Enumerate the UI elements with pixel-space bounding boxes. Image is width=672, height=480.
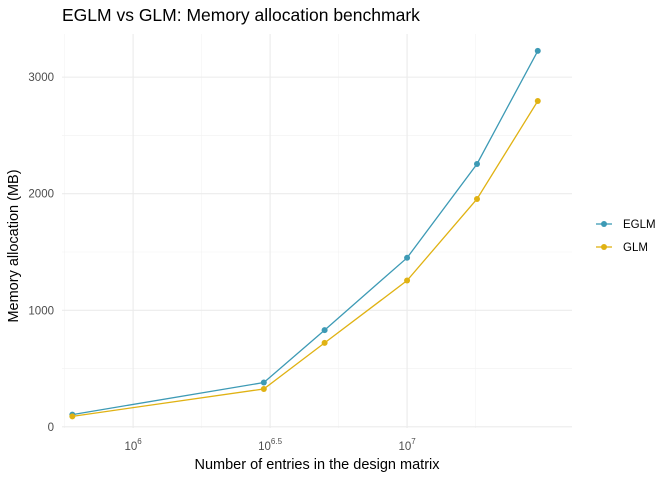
data-point-eglm [534, 47, 541, 54]
series-layer [69, 47, 541, 420]
y-tick-label: 2000 [28, 189, 54, 201]
chart-title: EGLM vs GLM: Memory allocation benchmark [62, 5, 420, 25]
data-point-eglm [321, 327, 328, 334]
series-line-eglm [72, 50, 539, 416]
y-axis: 0 1000 2000 3000 [28, 72, 54, 434]
x-tick-label: 106.5 [258, 437, 282, 453]
y-axis-title: Memory allocation (MB) [6, 169, 22, 322]
data-point-glm [473, 195, 480, 202]
legend-key-point-eglm [601, 221, 607, 227]
data-point-eglm [473, 160, 480, 167]
y-tick-label: 3000 [28, 72, 54, 84]
grid [62, 34, 572, 428]
data-point-glm [404, 277, 411, 284]
legend-key-point-glm [601, 244, 607, 250]
y-tick-label: 1000 [28, 305, 54, 317]
data-point-glm [321, 339, 328, 346]
legend-label-eglm: EGLM [623, 219, 656, 231]
x-axis-title: Number of entries in the design matrix [195, 457, 441, 473]
x-tick-label: 106 [125, 437, 143, 453]
data-point-glm [69, 413, 76, 420]
series-line-glm [72, 100, 539, 417]
legend: EGLM GLM [596, 219, 656, 254]
data-point-eglm [260, 379, 267, 386]
data-point-eglm [404, 254, 411, 261]
x-axis: 106 106.5 107 [125, 437, 417, 453]
x-tick-label: 107 [398, 437, 416, 453]
data-point-glm [260, 385, 267, 392]
y-tick-label: 0 [48, 422, 54, 434]
data-point-glm [534, 98, 541, 105]
legend-label-glm: GLM [623, 242, 648, 254]
